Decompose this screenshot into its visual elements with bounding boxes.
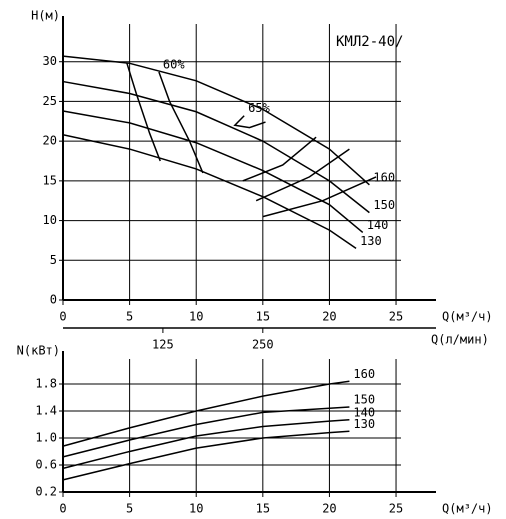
curve <box>62 430 350 481</box>
x-tick-label: 0 <box>59 310 66 324</box>
y-tick-label: 1.0 <box>35 431 57 445</box>
x-axis-label: Q(м³/ч) <box>442 502 493 516</box>
curve-label: 160 <box>373 170 395 184</box>
x-tick-label: 10 <box>189 310 203 324</box>
curve <box>126 63 161 162</box>
curve-label: 60% <box>163 58 185 72</box>
y-tick-label: 15 <box>43 173 57 187</box>
curve <box>62 55 370 186</box>
curve <box>242 136 317 182</box>
x-tick-label: 15 <box>256 310 270 324</box>
curve <box>62 419 350 470</box>
y-tick-label: 30 <box>43 54 57 68</box>
x-tick-label: 5 <box>126 310 133 324</box>
y-tick-label: 5 <box>50 253 57 267</box>
x-tick-label: 25 <box>389 310 403 324</box>
curve <box>158 71 204 174</box>
curve <box>62 134 357 249</box>
y-axis-label: N(кВт) <box>17 344 60 358</box>
curve-label: 150 <box>353 392 375 406</box>
y-tick-label: 0.6 <box>35 458 57 472</box>
y-tick-label: 1.4 <box>35 404 57 418</box>
y-tick-label: 20 <box>43 134 57 148</box>
x-axis-label: Q(м³/ч) <box>442 310 493 324</box>
y-tick-label: 1.8 <box>35 377 57 391</box>
x-tick-label: 5 <box>126 502 133 516</box>
x-tick-label: 10 <box>189 502 203 516</box>
x-tick-label: 15 <box>256 502 270 516</box>
curve <box>62 380 350 447</box>
x2-tick-label: 125 <box>152 338 174 352</box>
curve-label: 150 <box>373 198 395 212</box>
y-tick-label: 0 <box>50 293 57 307</box>
curve <box>262 176 377 218</box>
curve-label: 160 <box>353 367 375 381</box>
curve-label: 65% <box>248 101 270 115</box>
x-tick-label: 20 <box>322 502 336 516</box>
x-tick-label: 20 <box>322 310 336 324</box>
x2-axis-label: Q(л/мин) <box>431 333 489 347</box>
x2-tick-label: 250 <box>252 338 274 352</box>
curve-label: 140 <box>353 405 375 419</box>
y-tick-label: 25 <box>43 94 57 108</box>
y-tick-label: 10 <box>43 213 57 227</box>
curve <box>233 115 266 129</box>
y-axis-label: H(м) <box>31 9 60 23</box>
curve <box>62 80 370 214</box>
curve <box>255 148 350 202</box>
annotation: КМЛ2-40/ <box>336 34 403 50</box>
curve <box>62 406 350 458</box>
x-tick-label: 0 <box>59 502 66 516</box>
y-tick-label: 0.2 <box>35 485 57 499</box>
curve-label: 130 <box>353 417 375 431</box>
curve <box>62 110 364 234</box>
x-tick-label: 25 <box>389 502 403 516</box>
curve-label: 130 <box>360 234 382 248</box>
curve-label: 140 <box>367 218 389 232</box>
